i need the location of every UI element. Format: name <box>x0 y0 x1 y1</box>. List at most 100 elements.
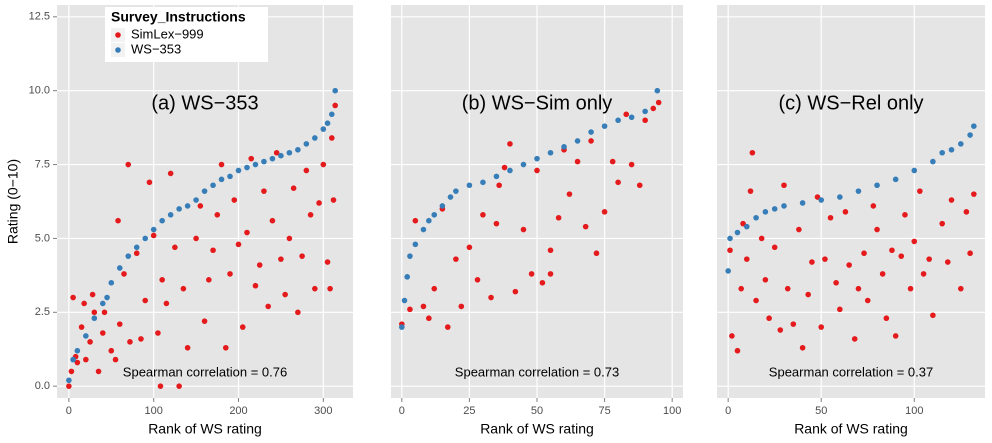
data-point <box>725 268 731 274</box>
data-point <box>855 188 862 194</box>
y-tick-label: 2.5 <box>35 306 50 318</box>
data-point <box>593 250 600 257</box>
data-point <box>303 167 310 174</box>
data-point <box>784 285 791 292</box>
data-point <box>655 99 662 106</box>
data-point <box>555 214 562 221</box>
data-point <box>290 185 297 192</box>
data-point <box>628 161 635 168</box>
data-point <box>66 377 72 384</box>
data-point <box>855 285 862 292</box>
data-point <box>771 244 778 251</box>
data-point <box>474 277 481 283</box>
data-point <box>749 149 756 156</box>
data-point <box>108 279 115 286</box>
panel-title: (a) WS−353 <box>151 92 258 114</box>
y-tick-label: 0.0 <box>35 380 50 392</box>
data-point <box>892 333 899 339</box>
data-point <box>777 327 784 333</box>
data-point <box>214 211 221 218</box>
data-point <box>68 368 75 375</box>
data-point <box>115 217 121 224</box>
data-point <box>766 315 772 322</box>
annotation: Spearman correlation = 0.73 <box>455 364 619 379</box>
data-point <box>176 206 182 212</box>
y-tick-label: 10.0 <box>29 85 50 97</box>
data-point <box>892 176 899 183</box>
data-point <box>727 247 733 254</box>
data-point <box>327 285 333 292</box>
data-point <box>799 344 806 351</box>
data-point <box>167 170 174 177</box>
data-point <box>146 179 153 186</box>
data-point <box>837 194 843 200</box>
annotation: Spearman correlation = 0.76 <box>123 364 287 379</box>
legend-label: SimLex−999 <box>131 26 204 41</box>
data-point <box>805 291 811 298</box>
data-point <box>210 182 216 189</box>
data-point <box>125 253 132 259</box>
data-point <box>930 312 936 319</box>
panel-background <box>57 5 353 398</box>
data-point <box>227 271 233 277</box>
x-axis-title: Rank of WS rating <box>480 421 594 437</box>
data-point <box>299 253 305 259</box>
data-point <box>466 244 473 251</box>
data-point <box>907 285 914 292</box>
data-point <box>948 197 955 203</box>
data-point <box>330 197 337 203</box>
y-tick-label: 7.5 <box>35 158 50 170</box>
data-point <box>261 158 267 165</box>
data-point <box>218 161 225 168</box>
data-point <box>91 315 98 322</box>
data-point <box>734 347 741 354</box>
data-point <box>320 161 327 168</box>
data-point <box>743 223 750 230</box>
legend-box <box>105 7 268 62</box>
data-point <box>734 229 741 236</box>
data-point <box>615 117 621 124</box>
data-point <box>809 259 815 265</box>
data-point <box>286 235 293 242</box>
data-point <box>108 347 115 354</box>
data-point <box>574 158 581 165</box>
data-point <box>269 217 276 224</box>
data-point <box>206 277 212 283</box>
data-point <box>256 262 263 268</box>
data-point <box>74 359 81 366</box>
legend-label: WS−353 <box>131 41 181 56</box>
data-point <box>561 144 567 150</box>
data-point <box>781 182 787 189</box>
data-point <box>911 238 918 245</box>
data-point <box>163 300 170 307</box>
data-point <box>507 167 513 174</box>
data-point <box>320 126 327 132</box>
data-point <box>273 149 280 156</box>
data-point <box>121 271 127 277</box>
data-point <box>547 271 554 277</box>
data-point <box>818 197 825 203</box>
x-tick-label: 75 <box>598 405 610 417</box>
data-point <box>222 344 229 351</box>
data-point <box>431 285 438 292</box>
data-point <box>939 220 945 227</box>
data-point <box>133 244 140 251</box>
data-point <box>407 306 413 313</box>
data-point <box>210 247 216 254</box>
x-tick-label: 25 <box>463 405 475 417</box>
data-point <box>453 188 459 194</box>
data-point <box>574 138 581 144</box>
data-point <box>316 200 322 206</box>
data-point <box>864 297 871 304</box>
data-point <box>547 247 554 254</box>
panel-title: (b) WS−Sim only <box>462 92 613 114</box>
data-point <box>898 253 905 259</box>
data-point <box>116 265 123 271</box>
data-point <box>278 152 284 159</box>
data-point <box>439 203 446 209</box>
data-point <box>601 209 608 215</box>
data-point <box>967 250 973 257</box>
data-point <box>87 339 93 345</box>
y-tick-label: 5.0 <box>35 232 50 244</box>
data-point <box>480 179 486 186</box>
